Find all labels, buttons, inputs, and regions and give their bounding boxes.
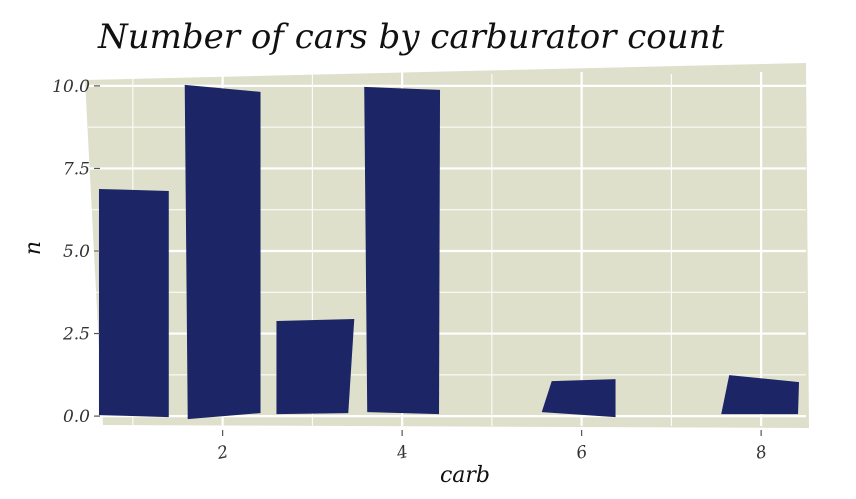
bar-carb-1: [98, 188, 169, 418]
bar-carb-3: [276, 319, 355, 415]
x-tick-label: 2: [214, 442, 230, 464]
x-tick-label: 6: [574, 442, 589, 464]
y-axis-title: n: [21, 241, 46, 255]
x-tick-label: 8: [754, 442, 769, 464]
y-tick-label: 2.5: [62, 325, 90, 345]
axes: 0.0 2.5 5.0 7.5 10.0 2 4 6 8: [52, 77, 769, 464]
y-tick-label: 5.0: [63, 242, 90, 262]
chart-title: Number of cars by carburator count: [97, 17, 725, 57]
bar-carb-2: [184, 84, 261, 420]
bar-carb-6: [541, 379, 616, 418]
y-tick-label: 0.0: [63, 407, 90, 427]
y-tick-label: 10.0: [52, 77, 90, 97]
x-axis-title: carb: [440, 463, 490, 488]
bars: [98, 84, 800, 420]
y-tick-label: 7.5: [63, 159, 90, 179]
x-tick-label: 4: [394, 442, 410, 464]
bar-carb-4: [364, 86, 441, 415]
bar-carb-8: [721, 375, 800, 415]
plot-panel: [85, 63, 809, 428]
